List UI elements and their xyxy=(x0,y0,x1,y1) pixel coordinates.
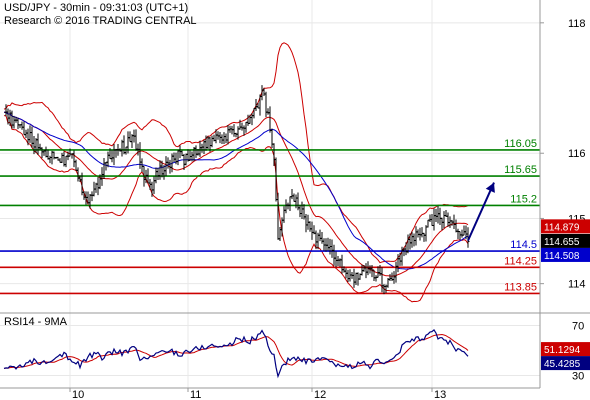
price-tag-114.655-bg xyxy=(541,233,590,248)
rsi-panel xyxy=(0,312,590,379)
x-tick-label: 10 xyxy=(72,389,84,400)
chart-grid xyxy=(0,0,540,388)
projection-arrowhead xyxy=(485,182,495,193)
price-tags: 114.879 114.655 114.508 51.1294 45.4285 xyxy=(541,219,590,371)
price-bars xyxy=(4,85,470,295)
rsi-tag-51.1294-bg xyxy=(541,342,590,357)
chart-subtitle: Research © 2016 TRADING CENTRAL xyxy=(4,15,197,27)
x-tick-label: 12 xyxy=(314,389,326,400)
price-tag-114.508-bg xyxy=(541,247,590,262)
price-bar xyxy=(466,227,470,248)
level-label-116.05: 116.05 xyxy=(504,138,537,150)
rsi-line xyxy=(3,328,469,379)
bollinger-upper-line xyxy=(3,42,469,264)
rsi-tick-label: 30 xyxy=(572,371,584,383)
rsi-ma-line xyxy=(3,333,469,369)
rsi-tag-45.4285: 45.4285 xyxy=(544,359,581,370)
level-label-115.65: 115.65 xyxy=(504,164,537,176)
moving-average-line xyxy=(3,111,469,277)
projection-arrow xyxy=(467,182,495,242)
x-tick-label: 13 xyxy=(434,389,446,400)
chart-title: USD/JPY - 30min - 09:31:03 (UTC+1) xyxy=(4,2,188,14)
level-label-114.25: 114.25 xyxy=(504,255,537,267)
price-tag-114.879: 114.879 xyxy=(544,222,580,233)
level-label-115.2: 115.2 xyxy=(510,193,537,205)
rsi-tick-label: 70 xyxy=(572,321,584,333)
y-tick-label: 118 xyxy=(568,18,586,30)
level-label-114.5: 114.5 xyxy=(510,239,537,251)
price-tag-114.655: 114.655 xyxy=(544,237,580,248)
support-resistance-levels: 116.05 115.65 115.2 114.5 114.25 113.85 xyxy=(0,138,540,295)
y-tick-label: 116 xyxy=(568,148,586,160)
y-tick-label: 114 xyxy=(568,279,586,291)
rsi-title: RSI14 - 9MA xyxy=(4,316,68,328)
level-label-113.85: 113.85 xyxy=(504,281,537,293)
projection-line xyxy=(467,182,495,242)
bollinger-lower-line xyxy=(3,115,469,303)
rsi-tag-51.1294: 51.1294 xyxy=(544,345,581,356)
x-tick-label: 11 xyxy=(190,389,201,400)
price-tag-114.879-bg xyxy=(541,219,590,234)
price-tag-114.508: 114.508 xyxy=(544,251,580,262)
rsi-tag-45.4285-bg xyxy=(541,356,590,371)
